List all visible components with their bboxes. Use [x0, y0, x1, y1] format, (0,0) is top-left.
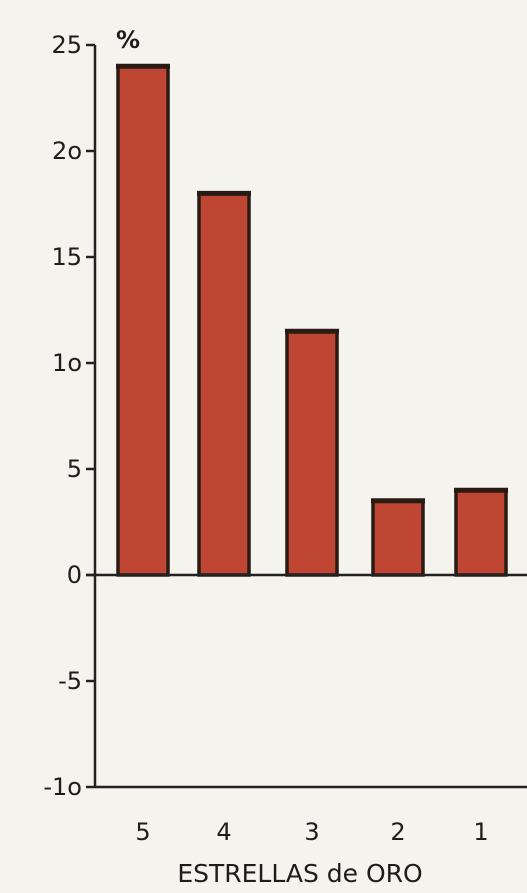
- y-tick-label: 1o: [52, 349, 82, 377]
- bar-2: [371, 499, 425, 577]
- y-axis-unit-label: %: [116, 26, 140, 54]
- y-tick-label: -5: [58, 667, 82, 695]
- x-tick-label: 4: [216, 818, 231, 846]
- y-tick-label: 2o: [52, 137, 82, 165]
- bars-group: [116, 63, 508, 577]
- x-axis-title: ESTRELLAS de ORO: [177, 859, 422, 888]
- bar-5: [116, 64, 170, 577]
- x-tick-label: 3: [304, 818, 319, 846]
- bar-3: [285, 329, 339, 577]
- axes-group: [86, 45, 527, 789]
- y-tick-label: 25: [51, 31, 82, 59]
- y-ticks-group: 25 2o 15 1o 5 0 -5 -1o: [43, 31, 95, 801]
- y-tick-label: -1o: [43, 773, 82, 801]
- y-tick-label: 5: [67, 455, 82, 483]
- x-tick-label: 5: [135, 818, 150, 846]
- x-ticks-group: 5 4 3 2 1: [135, 818, 488, 846]
- bar-1: [454, 488, 508, 577]
- x-tick-label: 2: [390, 818, 405, 846]
- bar-4: [197, 191, 251, 577]
- y-tick-label: 0: [67, 561, 82, 589]
- x-tick-label: 1: [473, 818, 488, 846]
- y-tick-label: 15: [51, 243, 82, 271]
